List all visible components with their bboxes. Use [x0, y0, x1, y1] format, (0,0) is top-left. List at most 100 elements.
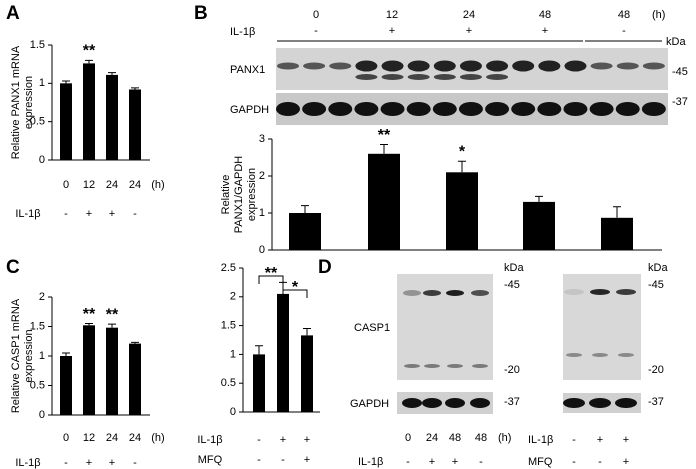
time-label: 0 — [405, 432, 411, 444]
condition-label: MFQ — [198, 454, 223, 466]
blot-band — [406, 102, 431, 116]
condition-sign: + — [109, 208, 115, 220]
condition-sign: + — [109, 457, 115, 469]
blot-band — [616, 62, 639, 70]
kda-marker: -45 — [504, 279, 520, 291]
blot-band — [616, 289, 636, 295]
blot-band — [486, 74, 509, 80]
error-bar — [255, 345, 263, 355]
condition-sign: + — [429, 456, 435, 468]
error-bar — [303, 327, 311, 336]
blot-band — [459, 60, 482, 72]
bar — [601, 217, 633, 250]
panel-letter: A — [6, 3, 20, 24]
y-tick-label: 2 — [259, 170, 265, 182]
blot-band — [423, 290, 441, 296]
condition-sign: - — [64, 457, 68, 469]
blot-band — [470, 398, 490, 408]
blot-band — [355, 60, 378, 72]
condition-sign: - — [622, 25, 626, 37]
blot-band — [433, 74, 456, 80]
blot-band — [328, 102, 353, 116]
y-axis-label: expression — [246, 168, 258, 221]
x-unit: (h) — [151, 179, 164, 191]
time-label: 24 — [463, 9, 475, 21]
time-unit: (h) — [498, 432, 511, 444]
bar — [129, 89, 141, 160]
significance-label: ** — [83, 43, 96, 60]
bar — [60, 83, 72, 160]
blot-band — [590, 62, 613, 70]
y-tick-label: 2.5 — [221, 262, 236, 274]
y-tick-label: 1 — [39, 77, 45, 89]
blot-band — [433, 60, 456, 72]
kda-marker: -20 — [504, 364, 520, 376]
y-tick-label: 2 — [230, 291, 236, 303]
condition-sign: + — [597, 434, 603, 446]
kda-marker: -37 — [504, 396, 520, 408]
blot-band — [641, 102, 666, 116]
kda-marker: -37 — [648, 396, 664, 408]
bar — [106, 327, 118, 415]
blot-band — [277, 62, 299, 70]
y-tick-label: 3 — [259, 133, 265, 145]
blot-band — [564, 60, 587, 72]
x-tick-label: 0 — [63, 432, 69, 444]
blot-band — [485, 102, 510, 116]
blot-band — [592, 353, 608, 357]
condition-sign: - — [572, 434, 576, 446]
error-bar — [131, 341, 139, 344]
blot-band — [276, 102, 300, 116]
time-label: 0 — [313, 9, 319, 21]
blot-band — [422, 398, 442, 408]
blot-row-label: PANX1 — [230, 64, 265, 76]
error-bar — [380, 144, 388, 154]
condition-sign: - — [598, 456, 602, 468]
condition-sign: + — [86, 208, 92, 220]
kda-marker: -37 — [672, 96, 688, 108]
condition-sign: + — [304, 454, 310, 466]
condition-label: IL-1β — [197, 434, 222, 446]
y-axis-label: Relative PANX1 mRNA — [10, 45, 22, 159]
error-bar — [62, 352, 70, 356]
kda-label: kDa — [666, 36, 686, 48]
y-tick-label: 0.5 — [221, 377, 236, 389]
error-bar — [108, 72, 116, 75]
condition-sign: + — [452, 456, 458, 468]
condition-sign: - — [64, 208, 68, 220]
blot-band — [618, 353, 634, 357]
blot-band — [446, 290, 464, 296]
significance-label: ** — [265, 265, 278, 282]
x-tick-label: 12 — [83, 179, 95, 191]
kda-marker: -20 — [648, 364, 664, 376]
condition-sign: - — [281, 454, 285, 466]
y-tick-label: 0.5 — [30, 116, 45, 128]
condition-label: IL-1β — [230, 26, 255, 38]
blot-band — [590, 289, 610, 295]
blot-band — [424, 364, 440, 368]
blot-band — [486, 60, 509, 72]
time-label: 48 — [539, 9, 551, 21]
blot-band — [615, 102, 640, 116]
y-axis-label: Relative — [220, 175, 232, 215]
error-bar — [85, 323, 93, 326]
condition-sign: + — [280, 434, 286, 446]
y-tick-label: 1.5 — [30, 39, 45, 51]
blot-band — [381, 74, 404, 80]
blot-band — [642, 62, 665, 70]
significance-label: ** — [378, 127, 391, 144]
condition-sign: + — [304, 434, 310, 446]
blot-band — [403, 290, 421, 296]
bar — [277, 293, 289, 412]
condition-sign: - — [479, 456, 483, 468]
time-unit: (h) — [652, 9, 665, 21]
blot-row-label: GAPDH — [230, 104, 269, 116]
kda-label: kDa — [504, 262, 524, 274]
bracket — [282, 289, 308, 298]
panel-letter: D — [318, 257, 332, 278]
error-bar — [535, 195, 543, 202]
condition-sign: - — [572, 456, 576, 468]
condition-label: IL-1β — [528, 434, 553, 446]
error-bar — [613, 206, 621, 218]
